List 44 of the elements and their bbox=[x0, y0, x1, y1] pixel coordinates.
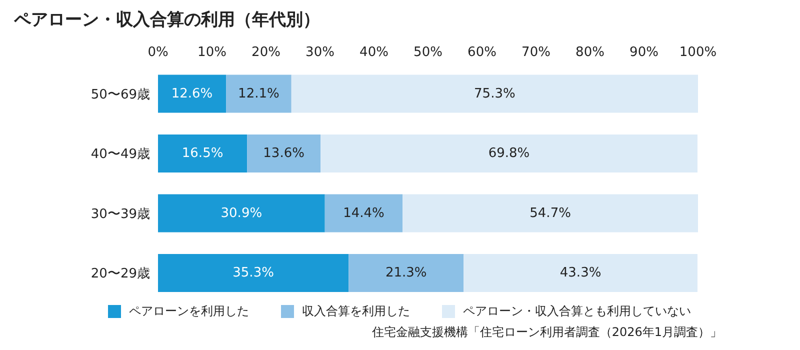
text: 35.3% bbox=[232, 266, 274, 281]
x-tick-label: 100% bbox=[679, 45, 717, 60]
legend-label: ペアローンを利用した bbox=[128, 303, 249, 320]
text: 54.7% bbox=[530, 206, 571, 221]
text: 住宅金融支援機構「住宅ローン利用者調査（2026年1月調査）」 bbox=[370, 324, 723, 341]
y-tick-label: 50〜69歳 bbox=[90, 87, 150, 102]
x-tick-label: 70% bbox=[522, 45, 550, 60]
x-tick-label: 90% bbox=[630, 45, 658, 60]
text: 16.5% bbox=[182, 146, 224, 162]
bar bbox=[247, 134, 321, 173]
x-tick-label: 10% bbox=[198, 45, 226, 60]
bar bbox=[402, 194, 698, 232]
bar bbox=[158, 254, 349, 292]
bar bbox=[291, 74, 698, 113]
legend-label: ペアローン・収入合算とも利用していない bbox=[462, 303, 691, 320]
chart-title: ペアローン・収入合算の利用（年代別） bbox=[14, 9, 321, 30]
bar bbox=[348, 254, 464, 292]
bar bbox=[320, 134, 698, 173]
text: 43.3% bbox=[560, 266, 602, 281]
bar bbox=[158, 134, 248, 173]
bar bbox=[158, 194, 325, 232]
text: 21.3% bbox=[385, 266, 427, 281]
x-tick-label: 0% bbox=[148, 45, 168, 60]
x-tick-label: 30% bbox=[306, 45, 334, 60]
text: 69.8% bbox=[488, 146, 530, 162]
bar bbox=[158, 74, 226, 113]
text: 14.4% bbox=[343, 206, 384, 221]
bar bbox=[226, 74, 292, 113]
text: 12.6% bbox=[171, 86, 213, 102]
x-tick-label: 20% bbox=[252, 45, 280, 60]
bar bbox=[324, 194, 403, 232]
bar bbox=[464, 254, 698, 292]
text: 13.6% bbox=[263, 146, 304, 162]
x-tick-label: 40% bbox=[360, 45, 388, 60]
y-tick-label: 20〜29歳 bbox=[90, 266, 150, 282]
text: 75.3% bbox=[474, 86, 516, 102]
x-tick-label: 60% bbox=[468, 45, 496, 60]
legend-label: 収入合算を利用した bbox=[301, 303, 410, 320]
text: 12.1% bbox=[238, 86, 280, 102]
text: 30.9% bbox=[220, 206, 262, 221]
x-tick-label: 80% bbox=[576, 45, 604, 60]
x-tick-label: 50% bbox=[414, 45, 442, 60]
y-tick-label: 30〜39歳 bbox=[90, 206, 150, 222]
y-tick-label: 40〜49歳 bbox=[90, 147, 150, 162]
